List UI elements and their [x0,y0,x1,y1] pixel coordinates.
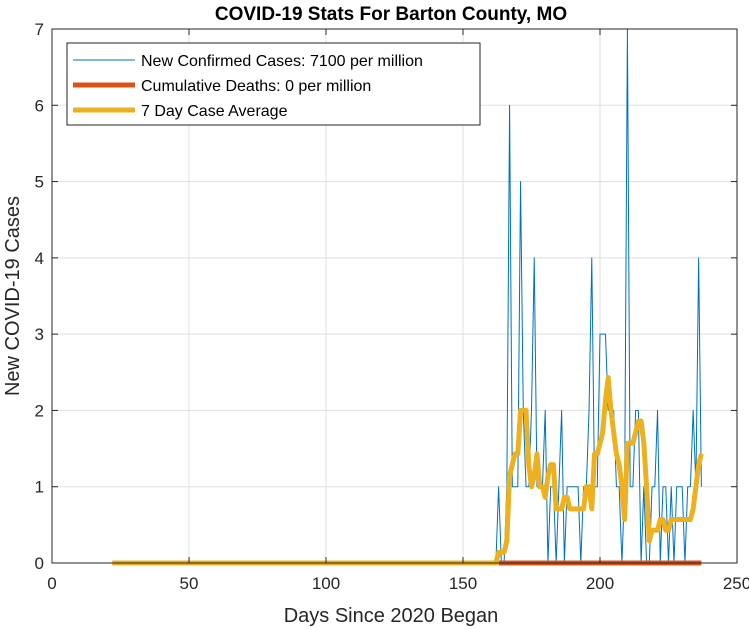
x-axis-label: Days Since 2020 Began [284,605,499,627]
chart-title: COVID-19 Stats For Barton County, MO [215,4,567,25]
x-tick-label: 0 [47,574,56,593]
x-tick-label: 150 [449,574,477,593]
y-tick-label: 4 [35,249,44,268]
legend-label-1: Cumulative Deaths: 0 per million [141,78,371,95]
y-tick-label: 1 [35,478,44,497]
x-tick-label: 100 [312,574,340,593]
ticks: 0 50 100 150 200 250 0 1 2 3 4 5 6 7 [35,20,749,593]
y-tick-label: 2 [35,401,44,420]
y-axis-label: New COVID-19 Cases [2,196,24,396]
legend-label-2: 7 Day Case Average [141,103,288,120]
x-tick-label: 200 [586,574,614,593]
legend: New Confirmed Cases: 7100 per million Cum… [66,42,481,126]
legend-label-0: New Confirmed Cases: 7100 per million [141,53,423,70]
y-tick-label: 0 [35,554,44,573]
x-tick-label: 50 [180,574,199,593]
x-tick-label: 250 [723,574,749,593]
y-tick-label: 7 [35,20,44,39]
legend-box [66,42,481,126]
plot-border [51,28,738,564]
y-tick-label: 6 [35,96,44,115]
y-tick-label: 3 [35,325,44,344]
y-tick-label: 5 [35,173,44,192]
series-line-2 [112,375,704,566]
